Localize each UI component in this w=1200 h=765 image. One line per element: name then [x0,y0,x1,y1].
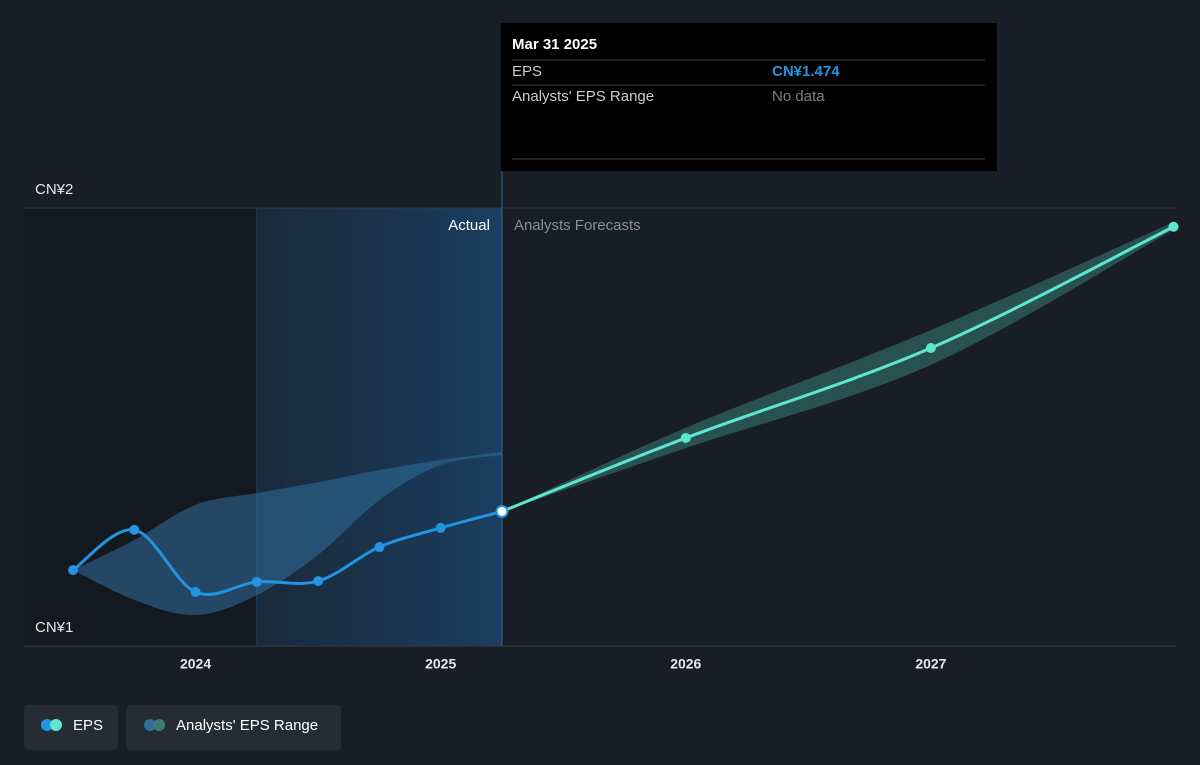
tooltip-range-value: No data [772,88,825,105]
eps-point [495,504,509,518]
eps-point [251,576,262,587]
eps-point [435,522,446,533]
legend-label: Analysts' EPS Range [176,717,318,734]
eps-point [190,587,201,598]
x-tick-label: 2027 [915,656,946,672]
highlight-region [256,208,502,646]
tooltip-date: Mar 31 2025 [512,36,597,53]
tooltip-box [501,23,997,171]
forecast-range-band [501,222,1174,512]
legend-item-box[interactable] [126,705,341,750]
legend-swatch [50,719,62,731]
eps-point [129,524,140,535]
tooltip-eps-value: CN¥1.474 [772,63,840,80]
x-tick-label: 2026 [670,656,701,672]
y-tick-label: CN¥1 [35,619,73,636]
eps-forecast-line [501,225,1175,513]
eps-forecast-point [1168,221,1179,232]
legend-swatch [153,719,165,731]
tooltip-eps-label: EPS [512,63,542,80]
x-tick-label: 2025 [425,656,456,672]
range-band [73,452,502,616]
eps-forecast-point [680,432,691,443]
tooltip: Mar 31 2025 EPS CN¥1.474 Analysts' EPS R… [501,23,997,171]
forecast-label: Analysts Forecasts [514,217,641,234]
legend: EPS Analysts' EPS Range [24,705,341,750]
x-tick-label: 2024 [180,656,211,672]
tooltip-range-label: Analysts' EPS Range [512,88,654,105]
actual-label: Actual [448,217,490,234]
eps-point [374,542,385,553]
legend-item-box[interactable] [24,705,118,750]
legend-label: EPS [73,717,103,734]
y-tick-label: CN¥2 [35,181,73,198]
eps-point [68,565,79,576]
eps-point [313,576,324,587]
legend-swatch [41,719,53,731]
eps-forecast-point [925,343,936,354]
legend-swatch [144,719,156,731]
